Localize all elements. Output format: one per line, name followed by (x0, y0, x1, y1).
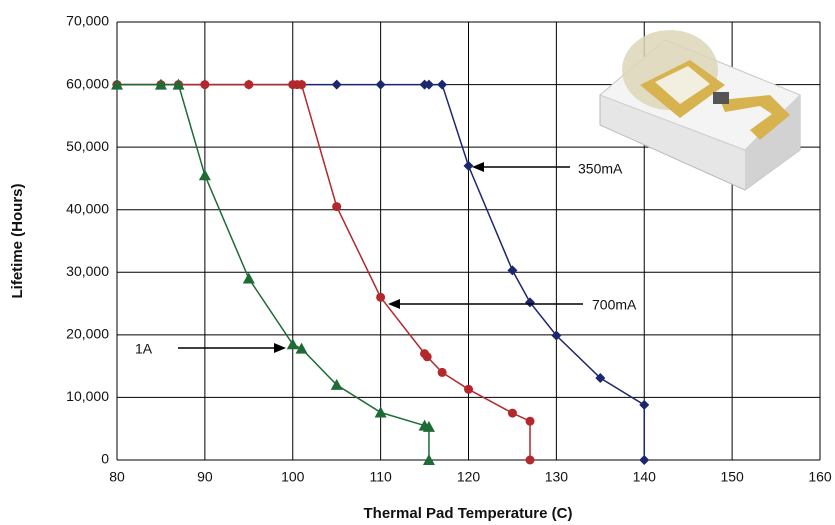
data-point (422, 420, 435, 432)
y-tick-label: 40,000 (66, 200, 109, 216)
y-tick-label: 20,000 (66, 326, 109, 342)
series-label: 350mA (578, 161, 623, 177)
data-point (172, 78, 185, 90)
data-point (639, 399, 650, 410)
data-point (111, 78, 123, 90)
data-point (639, 455, 650, 465)
data-point (551, 330, 562, 341)
y-tick-label: 0 (101, 451, 109, 467)
data-point (286, 338, 299, 350)
series-label: 1A (135, 341, 153, 357)
data-point (331, 79, 342, 90)
data-point (198, 169, 211, 181)
data-point (297, 80, 307, 90)
x-tick-label: 150 (720, 469, 744, 485)
data-point (332, 202, 342, 212)
x-tick-label: 140 (633, 469, 657, 485)
data-point (507, 265, 518, 276)
data-point (200, 80, 210, 90)
led-photo (599, 30, 801, 191)
y-tick-label: 50,000 (66, 138, 109, 154)
data-point (507, 408, 517, 418)
data-point (244, 80, 254, 90)
x-tick-label: 90 (197, 469, 213, 485)
y-tick-label: 60,000 (66, 75, 109, 91)
x-tick-label: 130 (545, 469, 569, 485)
data-point (154, 78, 167, 90)
x-tick-label: 120 (457, 469, 481, 485)
data-point (525, 297, 536, 308)
data-point (423, 79, 434, 90)
x-tick-label: 80 (109, 469, 125, 485)
data-point (525, 455, 535, 465)
y-tick-label: 70,000 (66, 13, 109, 29)
data-point (464, 384, 473, 394)
data-point (422, 352, 432, 362)
series-label: 700mA (592, 297, 637, 313)
x-axis-title: Thermal Pad Temperature (C) (364, 505, 573, 522)
data-point (463, 160, 474, 171)
data-point (437, 79, 448, 90)
x-tick-label: 100 (281, 469, 305, 485)
data-point (376, 292, 386, 302)
data-point (295, 342, 308, 354)
y-tick-label: 10,000 (66, 388, 109, 404)
x-tick-label: 160 (808, 469, 832, 485)
annotation-arrows (178, 162, 583, 353)
y-tick-label: 30,000 (66, 263, 109, 279)
data-point (330, 378, 343, 390)
x-tick-label: 110 (369, 469, 392, 485)
data-point (437, 367, 447, 377)
data-point (374, 406, 387, 418)
data-point (242, 272, 255, 284)
data-point (422, 454, 435, 465)
data-point (595, 373, 606, 384)
data-point (525, 416, 535, 426)
data-point (375, 79, 386, 90)
y-axis-title: Lifetime (Hours) (9, 183, 26, 298)
